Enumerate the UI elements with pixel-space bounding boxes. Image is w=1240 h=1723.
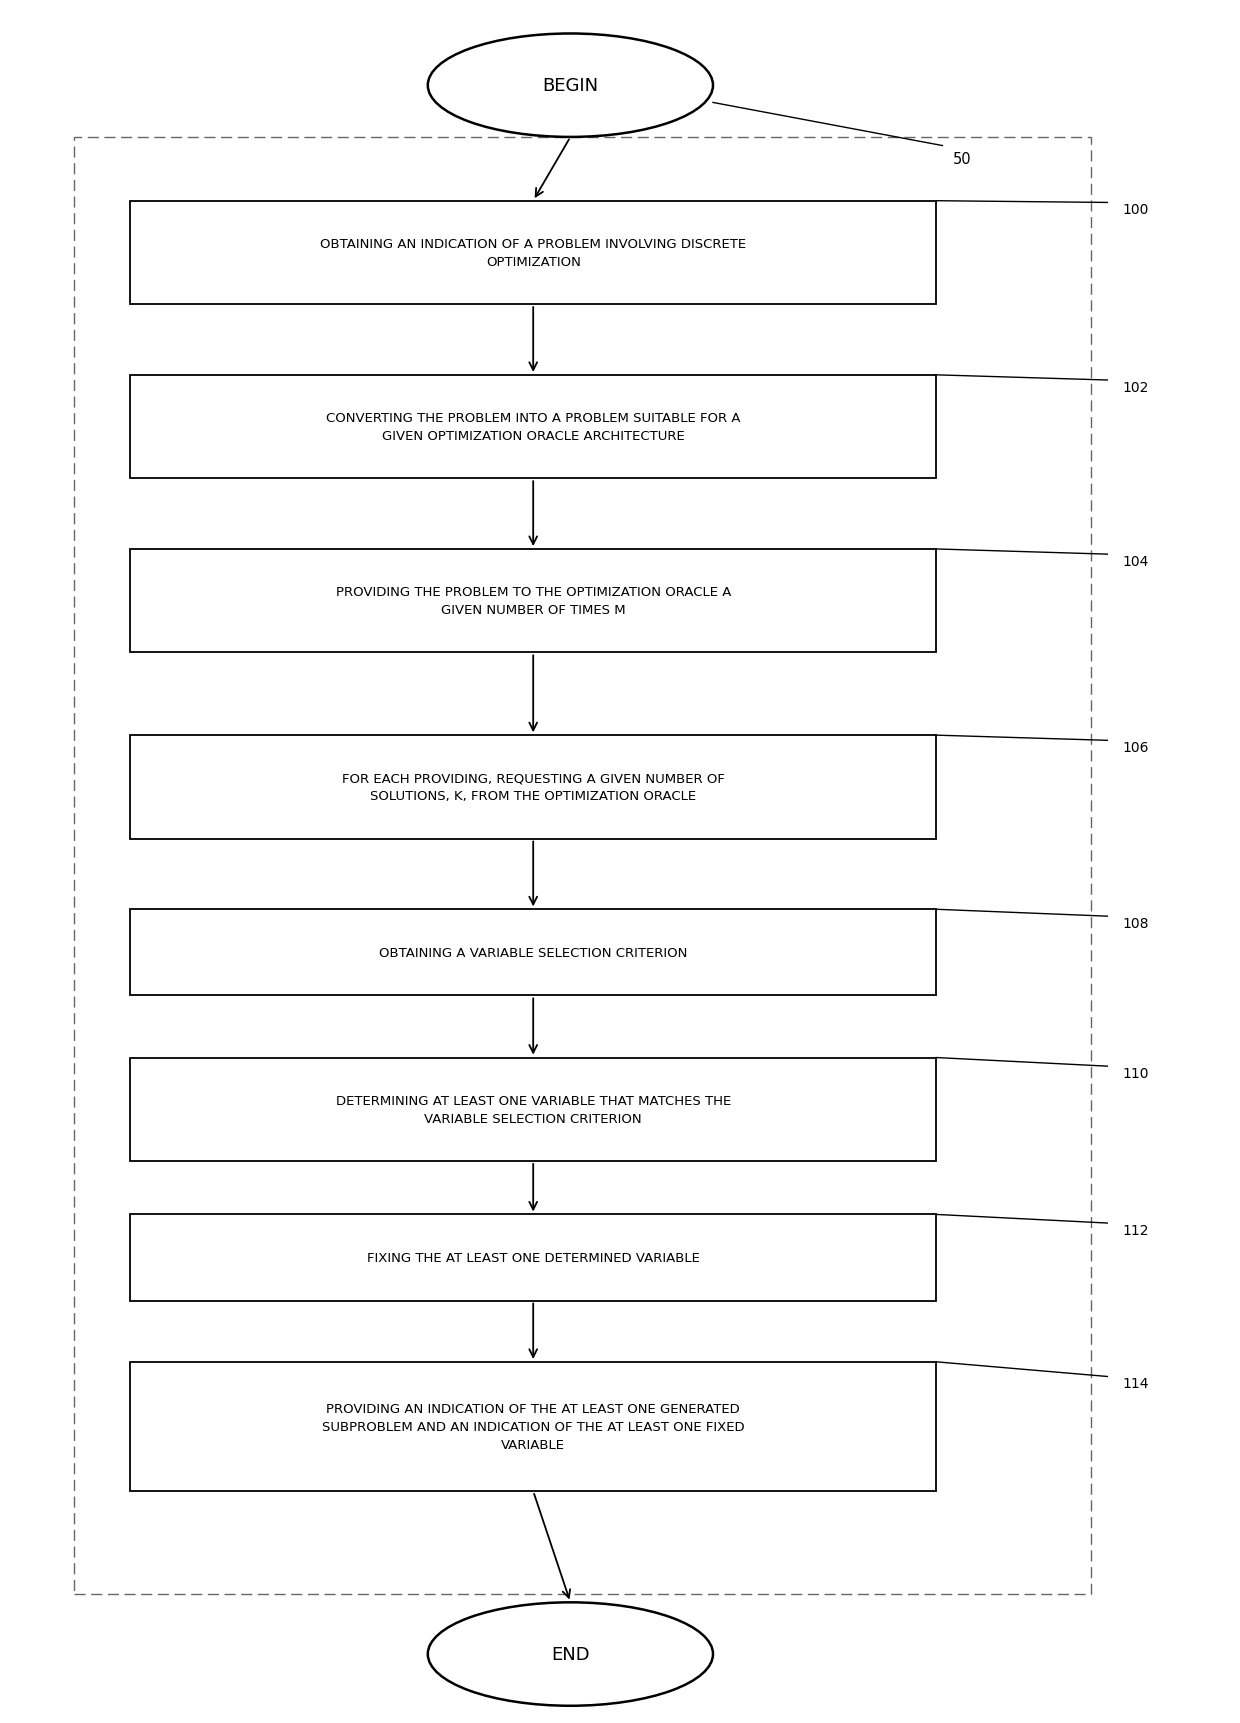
FancyBboxPatch shape (130, 1361, 936, 1492)
FancyBboxPatch shape (130, 910, 936, 996)
Text: 108: 108 (1122, 917, 1148, 930)
FancyBboxPatch shape (130, 1215, 936, 1301)
Ellipse shape (428, 1602, 713, 1706)
Text: PROVIDING THE PROBLEM TO THE OPTIMIZATION ORACLE A
GIVEN NUMBER OF TIMES M: PROVIDING THE PROBLEM TO THE OPTIMIZATIO… (336, 586, 730, 617)
Text: 112: 112 (1122, 1223, 1148, 1237)
FancyBboxPatch shape (130, 1058, 936, 1161)
Text: 102: 102 (1122, 381, 1148, 395)
FancyBboxPatch shape (130, 550, 936, 653)
FancyBboxPatch shape (130, 736, 936, 839)
Text: 114: 114 (1122, 1377, 1148, 1390)
Text: BEGIN: BEGIN (542, 78, 599, 95)
Text: 50: 50 (952, 152, 971, 167)
Text: OBTAINING AN INDICATION OF A PROBLEM INVOLVING DISCRETE
OPTIMIZATION: OBTAINING AN INDICATION OF A PROBLEM INV… (320, 238, 746, 269)
Text: OBTAINING A VARIABLE SELECTION CRITERION: OBTAINING A VARIABLE SELECTION CRITERION (379, 946, 687, 960)
Text: 106: 106 (1122, 741, 1148, 755)
Text: 110: 110 (1122, 1067, 1148, 1080)
Text: FIXING THE AT LEAST ONE DETERMINED VARIABLE: FIXING THE AT LEAST ONE DETERMINED VARIA… (367, 1251, 699, 1265)
Text: 100: 100 (1122, 203, 1148, 217)
Text: FOR EACH PROVIDING, REQUESTING A GIVEN NUMBER OF
SOLUTIONS, K, FROM THE OPTIMIZA: FOR EACH PROVIDING, REQUESTING A GIVEN N… (342, 772, 724, 803)
Text: DETERMINING AT LEAST ONE VARIABLE THAT MATCHES THE
VARIABLE SELECTION CRITERION: DETERMINING AT LEAST ONE VARIABLE THAT M… (336, 1094, 730, 1125)
Ellipse shape (428, 34, 713, 138)
FancyBboxPatch shape (130, 202, 936, 305)
FancyBboxPatch shape (130, 376, 936, 479)
Text: PROVIDING AN INDICATION OF THE AT LEAST ONE GENERATED
SUBPROBLEM AND AN INDICATI: PROVIDING AN INDICATION OF THE AT LEAST … (322, 1403, 744, 1451)
Text: 104: 104 (1122, 555, 1148, 569)
Text: END: END (551, 1645, 590, 1663)
Text: CONVERTING THE PROBLEM INTO A PROBLEM SUITABLE FOR A
GIVEN OPTIMIZATION ORACLE A: CONVERTING THE PROBLEM INTO A PROBLEM SU… (326, 412, 740, 443)
